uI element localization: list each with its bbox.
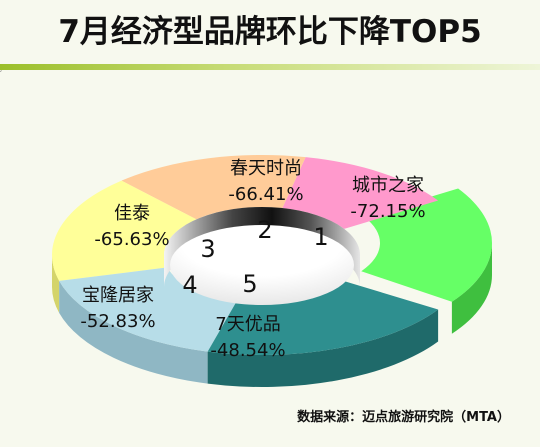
slice-3	[121, 155, 306, 220]
slice-labels: 城市之家 -72.15% 春天时尚 -66.41% 佳泰 -65.63% 宝隆居家 -52.8…	[80, 158, 425, 361]
slice-value-3: -66.41%	[228, 184, 303, 205]
slice-wall-6	[207, 309, 439, 387]
rank-number-1: 1	[313, 223, 328, 251]
slice-wall-4	[52, 255, 60, 313]
slice-5	[59, 267, 237, 352]
slice-value-6: -48.54%	[210, 340, 285, 361]
title-underline	[0, 64, 540, 70]
donut-inner-wall	[164, 207, 360, 287]
corner-mark: ′	[0, 70, 3, 80]
chart-title: 7月经济型品牌环比下降TOP5	[58, 14, 482, 50]
rank-number-4: 4	[182, 271, 197, 299]
slice-1	[361, 188, 492, 302]
slice-2	[282, 157, 439, 229]
rank-number-5: 5	[242, 270, 257, 298]
slice-name-2: 城市之家	[352, 175, 424, 196]
rank-number-3: 3	[200, 235, 215, 263]
slice-name-6: 7天优品	[215, 314, 280, 335]
rank-number-2: 2	[257, 216, 272, 244]
donut-hole	[170, 225, 354, 305]
rank-numbers: 1 2 34 5	[182, 216, 328, 299]
slice-wall-5	[59, 280, 208, 384]
slice-value-2: -72.15%	[350, 201, 425, 222]
donut-side-walls	[52, 243, 492, 387]
slice-6	[207, 281, 439, 355]
slice-name-3: 春天时尚	[230, 158, 302, 179]
slice-4	[52, 180, 197, 281]
data-source-note: 数据来源：迈点旅游研究院（MTA）	[297, 410, 510, 425]
slice-wall-1	[451, 243, 492, 334]
slice-value-5: -52.83%	[80, 311, 155, 332]
slice-value-4: -65.63%	[94, 229, 169, 250]
donut-slices	[52, 155, 492, 355]
slice-name-5: 宝隆居家	[82, 285, 154, 306]
slice-name-4: 佳泰	[114, 203, 150, 224]
